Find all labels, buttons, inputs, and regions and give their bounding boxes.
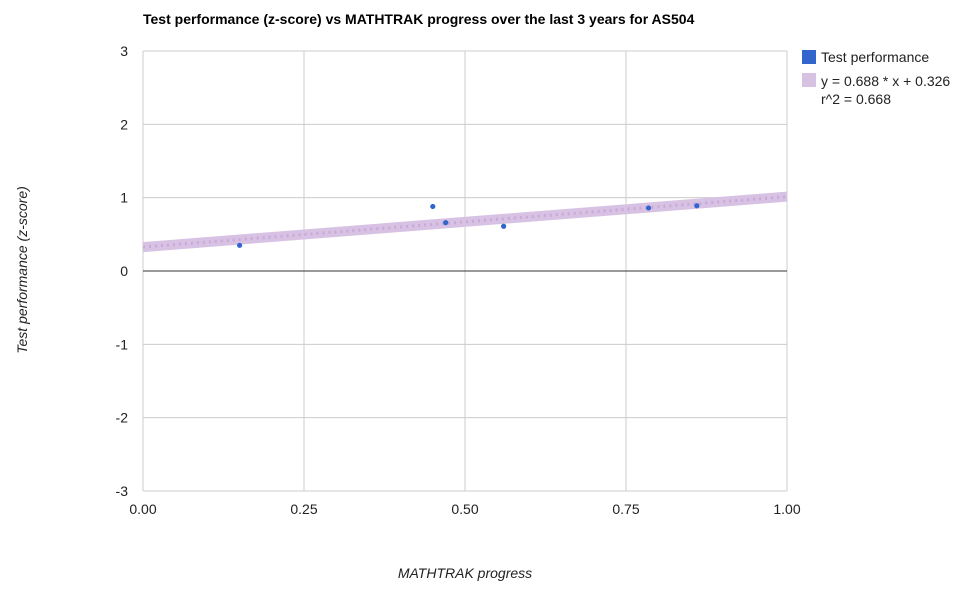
grid: [142, 50, 788, 492]
legend-swatch-trendline: [802, 73, 816, 87]
x-tick-label: 0.00: [129, 501, 156, 517]
data-point: [430, 203, 436, 210]
data-point: [645, 205, 652, 211]
legend-swatch-test-performance: [802, 50, 816, 64]
y-tick-labels: 3 2 1 0 -1 -2 -3: [116, 43, 129, 499]
x-tick-label: 0.75: [612, 501, 639, 517]
x-axis-title: MATHTRAK progress: [398, 565, 532, 581]
data-points: [237, 203, 700, 248]
legend-label-test-performance: Test performance: [821, 49, 929, 65]
trendline: [142, 191, 788, 253]
legend-label-r-squared: r^2 = 0.668: [821, 91, 891, 107]
data-point: [501, 223, 507, 229]
data-point: [443, 220, 449, 226]
x-tick-label: 0.25: [290, 501, 317, 517]
x-tick-labels: 0.00 0.25 0.50 0.75 1.00: [129, 501, 800, 517]
legend-label-trendline: y = 0.688 * x + 0.326: [821, 73, 950, 89]
y-tick-label: 2: [120, 116, 128, 132]
data-point: [237, 242, 243, 248]
y-tick-label: 3: [120, 43, 128, 59]
legend: Test performance y = 0.688 * x + 0.326 r…: [802, 49, 950, 107]
y-tick-label: -2: [116, 410, 129, 426]
y-tick-label: -3: [116, 483, 129, 499]
x-tick-label: 0.50: [451, 501, 478, 517]
y-axis-title: Test performance (z-score): [14, 186, 30, 354]
trendline-group: [142, 191, 788, 253]
chart-title: Test performance (z-score) vs MATHTRAK p…: [143, 11, 695, 27]
y-tick-label: 0: [120, 263, 128, 279]
x-tick-label: 1.00: [773, 501, 800, 517]
y-tick-label: -1: [116, 336, 129, 352]
data-point: [694, 203, 700, 209]
y-tick-label: 1: [120, 190, 128, 206]
